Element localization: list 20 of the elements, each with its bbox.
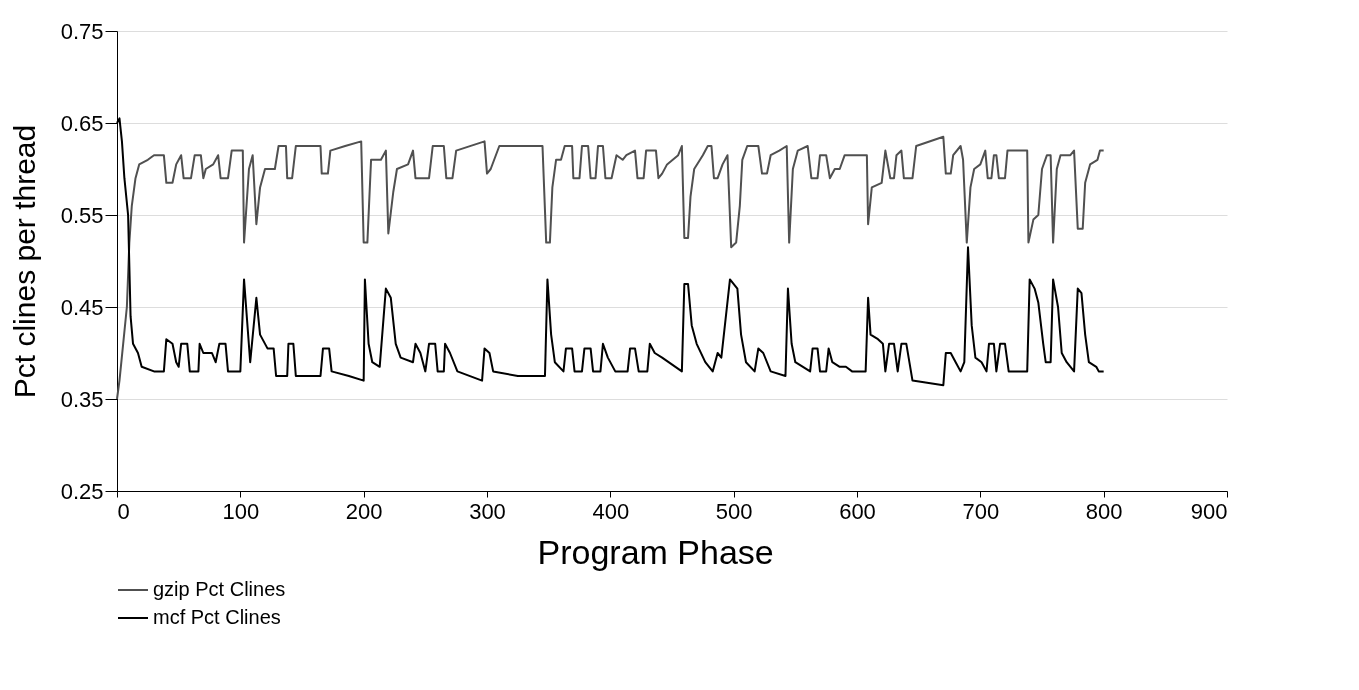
y-tick-label: 0.55 [60,202,104,228]
x-tick-label: 500 [715,498,753,524]
y-tick-label: 0.45 [60,294,104,320]
x-tick-label: 600 [839,498,876,524]
x-tick-label: 300 [469,498,506,524]
x-tick-label: 0 [117,498,130,524]
legend-label: mcf Pct Clines [153,606,281,628]
y-tick-label: 0.35 [60,386,104,412]
x-tick-label: 400 [592,498,630,524]
legend-label: gzip Pct Clines [153,578,286,600]
x-axis-title: Program Phase [537,532,774,571]
x-tick-label: 200 [345,498,383,524]
y-tick-label: 0.25 [60,478,104,504]
x-tick-label: 100 [222,498,260,524]
y-axis-title: Pct clines per thread [7,124,41,399]
y-tick-label: 0.65 [60,110,104,136]
x-tick-label: 800 [1085,498,1123,524]
x-tick-label: 900 [1190,498,1228,524]
y-tick-label: 0.75 [60,18,104,44]
x-tick-label: 700 [962,498,1000,524]
